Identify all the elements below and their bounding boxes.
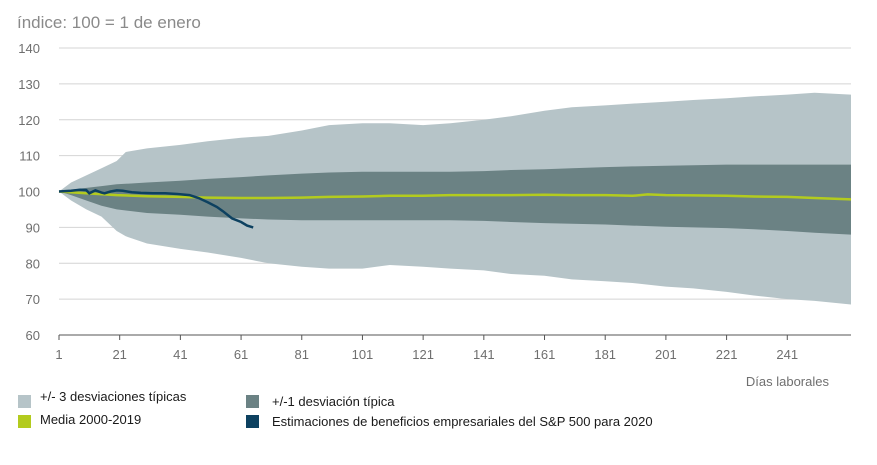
- x-tick-label: 61: [234, 347, 248, 362]
- x-tick-label: 241: [776, 347, 798, 362]
- x-tick-label: 201: [655, 347, 677, 362]
- y-tick-label: 130: [18, 77, 40, 92]
- y-tick-label: 100: [18, 185, 40, 200]
- x-tick-label: 81: [295, 347, 309, 362]
- legend-swatch-mean: [18, 415, 31, 428]
- x-tick-labels: 1 21 41 61 81 101 121 141 161 181 201 221 241: [55, 335, 798, 362]
- legend-item-band3: +/- 3 desviaciones típicas: [18, 389, 187, 408]
- legend-label-band1: +/-1 desviación típica: [272, 394, 395, 409]
- legend: +/- 3 desviaciones típicas Media 2000-20…: [18, 389, 653, 429]
- legend-item-band1: +/-1 desviación típica: [246, 394, 395, 409]
- y-tick-label: 120: [18, 113, 40, 128]
- legend-label-band3: +/- 3 desviaciones típicas: [40, 389, 187, 404]
- legend-label-mean: Media 2000-2019: [40, 412, 141, 427]
- x-tick-label: 141: [473, 347, 495, 362]
- y-tick-label: 110: [19, 149, 40, 164]
- plot-area: [58, 92, 852, 305]
- y-tick-labels: 60 70 80 90 100 110 120 130 140: [18, 41, 40, 343]
- y-tick-label: 140: [18, 41, 40, 56]
- y-tick-label: 80: [26, 256, 40, 271]
- legend-item-mean: Media 2000-2019: [18, 412, 141, 428]
- x-tick-label: 21: [112, 347, 126, 362]
- y-tick-label: 60: [26, 328, 40, 343]
- x-tick-label: 161: [534, 347, 556, 362]
- x-tick-label: 101: [352, 347, 374, 362]
- legend-swatch-actual: [246, 415, 259, 428]
- x-tick-label: 181: [594, 347, 616, 362]
- legend-swatch-band3: [18, 395, 31, 408]
- sp500-estimates-line: [58, 188, 254, 229]
- legend-label-actual: Estimaciones de beneficios empresariales…: [272, 414, 653, 429]
- y-tick-label: 90: [26, 220, 40, 235]
- x-tick-label: 1: [55, 347, 62, 362]
- legend-swatch-band1: [246, 395, 259, 408]
- legend-item-actual: Estimaciones de beneficios empresariales…: [246, 414, 653, 429]
- x-tick-label: 121: [412, 347, 434, 362]
- chart-title: índice: 100 = 1 de enero: [17, 13, 201, 32]
- x-tick-label: 221: [716, 347, 738, 362]
- x-tick-label: 41: [173, 347, 187, 362]
- x-axis-label: Días laborales: [746, 374, 830, 389]
- band-1-std-area: [59, 164, 851, 235]
- y-tick-label: 70: [26, 292, 40, 307]
